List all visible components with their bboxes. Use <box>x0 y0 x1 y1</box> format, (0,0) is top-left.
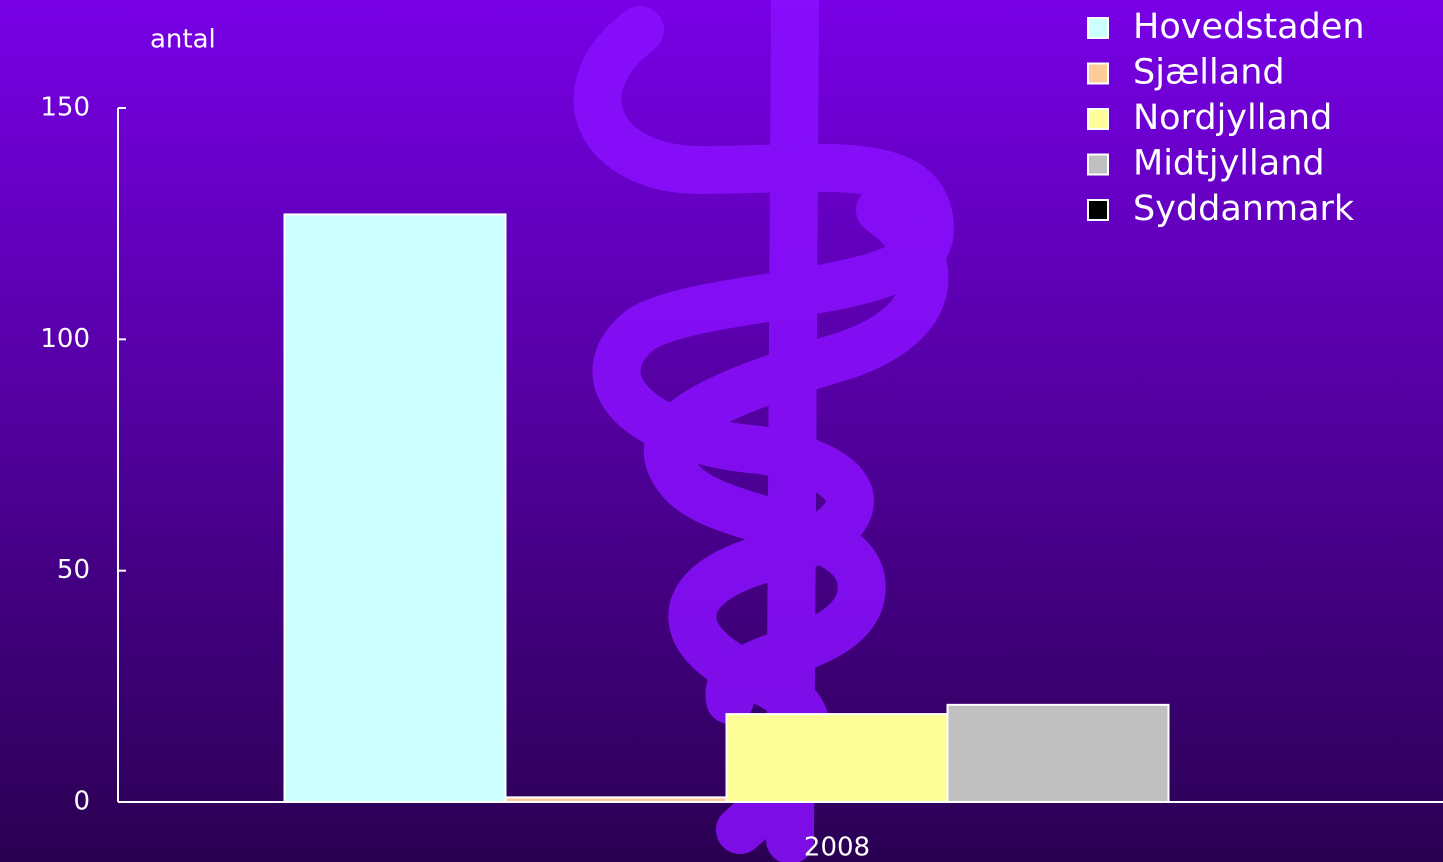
bar <box>727 714 948 802</box>
legend-swatch <box>1088 18 1108 38</box>
y-tick-label: 150 <box>40 93 90 123</box>
legend-label: Sjælland <box>1133 53 1285 93</box>
legend-label: Midtjylland <box>1133 144 1325 184</box>
legend-label: Hovedstaden <box>1133 7 1365 47</box>
y-tick-label: 0 <box>73 787 90 817</box>
bar <box>948 705 1169 802</box>
legend-swatch <box>1088 200 1108 220</box>
bar <box>506 797 727 802</box>
legend-swatch <box>1088 155 1108 175</box>
x-tick-label: 2008 <box>804 833 870 862</box>
bar <box>285 214 506 802</box>
y-tick-label: 50 <box>57 555 90 585</box>
y-axis-label: antal <box>150 25 216 55</box>
legend-swatch <box>1088 64 1108 84</box>
chart: antal 0 50 100 150 2008 Hovedstaden Sjælland No… <box>0 0 1443 862</box>
legend-label: Nordjylland <box>1133 98 1332 138</box>
legend-swatch <box>1088 109 1108 129</box>
page: antal 0 50 100 150 2008 Hovedstaden Sjælland No… <box>0 0 1443 862</box>
legend-label: Syddanmark <box>1133 189 1355 229</box>
y-tick-label: 100 <box>40 324 90 354</box>
